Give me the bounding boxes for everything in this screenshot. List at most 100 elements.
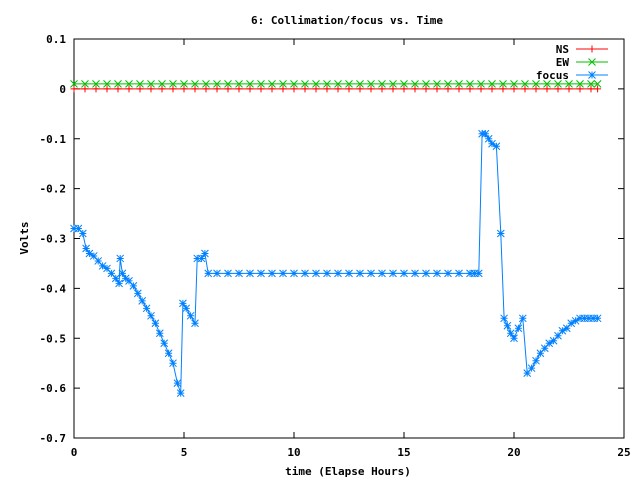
point-EW-14 <box>224 80 232 88</box>
series-line-focus <box>74 133 598 394</box>
legend-marker-NS <box>588 45 596 53</box>
point-focus-30 <box>186 311 195 320</box>
x-axis-label: time (Elapse Hours) <box>285 465 411 478</box>
point-NS-33 <box>433 85 441 93</box>
y-tick-label-0: 0.1 <box>46 33 66 46</box>
point-NS-1 <box>81 85 89 93</box>
point-NS-13 <box>213 85 221 93</box>
point-focus-64 <box>484 134 493 143</box>
point-EW-2 <box>92 80 100 88</box>
point-EW-25 <box>345 80 353 88</box>
point-NS-48 <box>594 85 602 93</box>
point-NS-28 <box>378 85 386 93</box>
point-focus-21 <box>151 319 160 328</box>
point-focus-66 <box>492 142 501 151</box>
point-NS-12 <box>202 85 210 93</box>
point-focus-25 <box>169 359 177 368</box>
point-NS-19 <box>279 85 287 93</box>
point-focus-90 <box>593 314 602 323</box>
point-EW-15 <box>235 80 243 88</box>
legend-marker-EW <box>588 58 596 66</box>
x-tick-label-3: 15 <box>397 446 410 459</box>
point-focus-14 <box>121 274 130 283</box>
point-NS-8 <box>158 85 166 93</box>
point-NS-2 <box>92 85 100 93</box>
point-EW-12 <box>202 80 210 88</box>
point-focus-33 <box>197 254 206 263</box>
point-EW-38 <box>488 80 496 88</box>
point-EW-26 <box>356 80 364 88</box>
point-focus-38 <box>235 269 243 278</box>
x-tick-label-2: 10 <box>287 446 300 459</box>
point-focus-4 <box>85 249 94 258</box>
point-focus-83 <box>562 324 571 333</box>
point-focus-65 <box>488 139 496 148</box>
point-NS-30 <box>400 85 408 93</box>
point-focus-69 <box>503 321 512 330</box>
point-focus-56 <box>433 269 441 278</box>
point-EW-37 <box>477 80 485 88</box>
point-EW-3 <box>103 80 111 88</box>
point-focus-13 <box>118 269 127 278</box>
point-NS-15 <box>235 85 243 93</box>
point-focus-59 <box>466 269 474 278</box>
point-focus-72 <box>514 324 523 333</box>
point-NS-45 <box>565 85 573 93</box>
point-focus-47 <box>334 269 342 278</box>
point-NS-32 <box>422 85 430 93</box>
point-focus-73 <box>518 314 527 323</box>
point-focus-39 <box>246 269 254 278</box>
point-EW-4 <box>114 80 122 88</box>
point-focus-89 <box>589 314 598 323</box>
point-NS-36 <box>466 85 474 93</box>
point-EW-41 <box>521 80 529 88</box>
point-focus-70 <box>506 329 515 338</box>
point-focus-60 <box>470 269 479 278</box>
point-NS-44 <box>554 85 562 93</box>
point-focus-19 <box>142 304 151 313</box>
point-NS-3 <box>103 85 111 93</box>
point-focus-48 <box>345 269 353 278</box>
point-NS-42 <box>532 85 540 93</box>
point-EW-17 <box>257 80 265 88</box>
point-NS-27 <box>367 85 375 93</box>
point-NS-14 <box>224 85 232 93</box>
point-focus-1 <box>74 224 83 233</box>
point-NS-41 <box>521 85 529 93</box>
point-focus-18 <box>138 296 147 305</box>
point-focus-31 <box>191 319 199 328</box>
point-focus-2 <box>78 229 87 238</box>
point-EW-28 <box>378 80 386 88</box>
point-focus-22 <box>155 329 164 338</box>
point-EW-7 <box>147 80 155 88</box>
point-EW-48 <box>593 80 602 88</box>
point-focus-28 <box>179 299 187 308</box>
series-NS <box>70 85 602 93</box>
y-tick-label-5: -0.4 <box>40 282 67 295</box>
point-EW-6 <box>136 80 144 88</box>
point-focus-43 <box>290 269 298 278</box>
point-focus-80 <box>549 336 558 345</box>
y-tick-label-8: -0.7 <box>40 432 67 445</box>
point-NS-29 <box>389 85 397 93</box>
point-NS-4 <box>114 85 122 93</box>
chart-title: 6: Collimation/focus vs. Time <box>251 14 443 27</box>
point-EW-45 <box>565 80 573 88</box>
point-EW-16 <box>246 80 254 88</box>
point-EW-35 <box>455 80 463 88</box>
point-EW-9 <box>169 80 177 88</box>
point-NS-46 <box>576 85 584 93</box>
point-focus-15 <box>125 277 133 285</box>
point-focus-53 <box>400 269 408 278</box>
point-focus-8 <box>103 264 111 273</box>
point-EW-22 <box>312 80 320 88</box>
point-focus-82 <box>558 326 567 335</box>
legend-label-NS: NS <box>556 43 569 56</box>
point-EW-11 <box>191 80 199 88</box>
point-NS-6 <box>136 85 144 93</box>
point-focus-7 <box>98 262 107 270</box>
point-EW-42 <box>532 80 540 88</box>
point-focus-36 <box>213 269 221 278</box>
point-NS-37 <box>477 85 485 93</box>
point-focus-6 <box>94 257 103 265</box>
